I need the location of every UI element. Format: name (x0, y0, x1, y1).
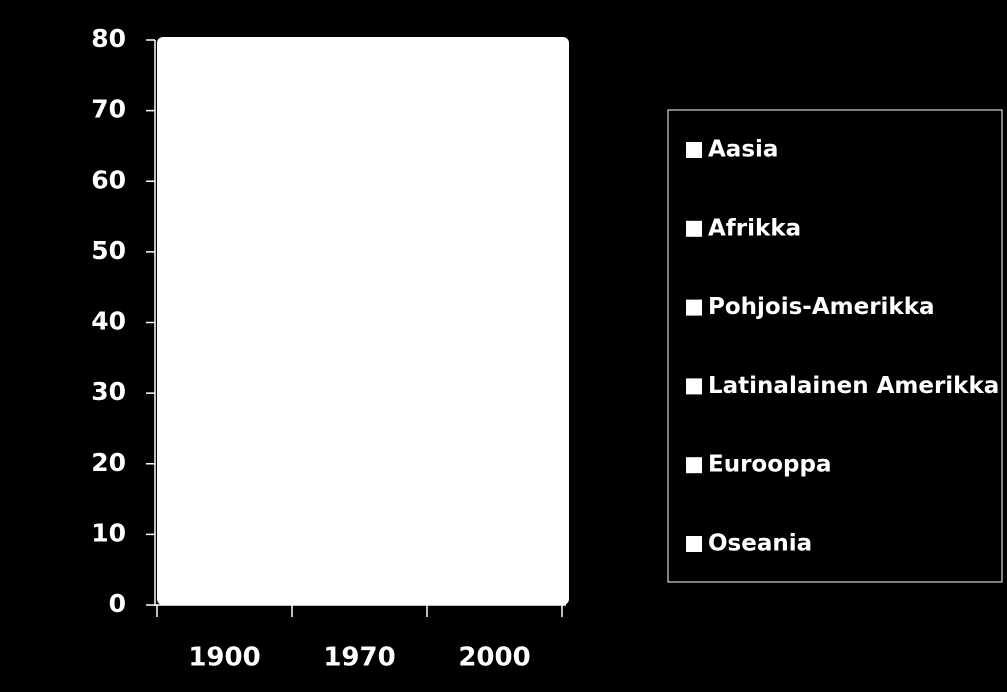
x-tick-label: 1900 (188, 643, 260, 673)
legend (667, 109, 1003, 583)
plot-area (157, 37, 569, 605)
legend-marker (686, 220, 702, 237)
y-tick-label: 70 (91, 95, 126, 124)
x-tick-label: 1970 (323, 643, 395, 673)
legend-marker (686, 536, 702, 552)
y-tick-label: 10 (91, 518, 126, 547)
y-tick-label: 80 (91, 24, 126, 53)
legend-label: Aasia (708, 137, 778, 163)
x-tick-label: 2000 (458, 643, 530, 673)
legend-marker (686, 457, 702, 474)
y-tick-label: 30 (91, 377, 126, 406)
legend-label: Pohjois-Amerikka (708, 294, 935, 320)
y-tick-label: 50 (91, 236, 126, 265)
legend-label: Latinalainen Amerikka (708, 373, 999, 399)
y-tick-label: 60 (91, 165, 126, 194)
y-tick-label: 40 (91, 307, 126, 336)
legend-marker (686, 299, 702, 316)
legend-marker (686, 142, 702, 158)
legend-label: Oseania (708, 531, 812, 557)
y-tick-label: 20 (91, 448, 126, 477)
legend-label: Eurooppa (708, 452, 831, 478)
legend-marker (686, 378, 702, 395)
legend-label: Afrikka (708, 215, 801, 241)
y-tick-label: 0 (109, 589, 126, 618)
